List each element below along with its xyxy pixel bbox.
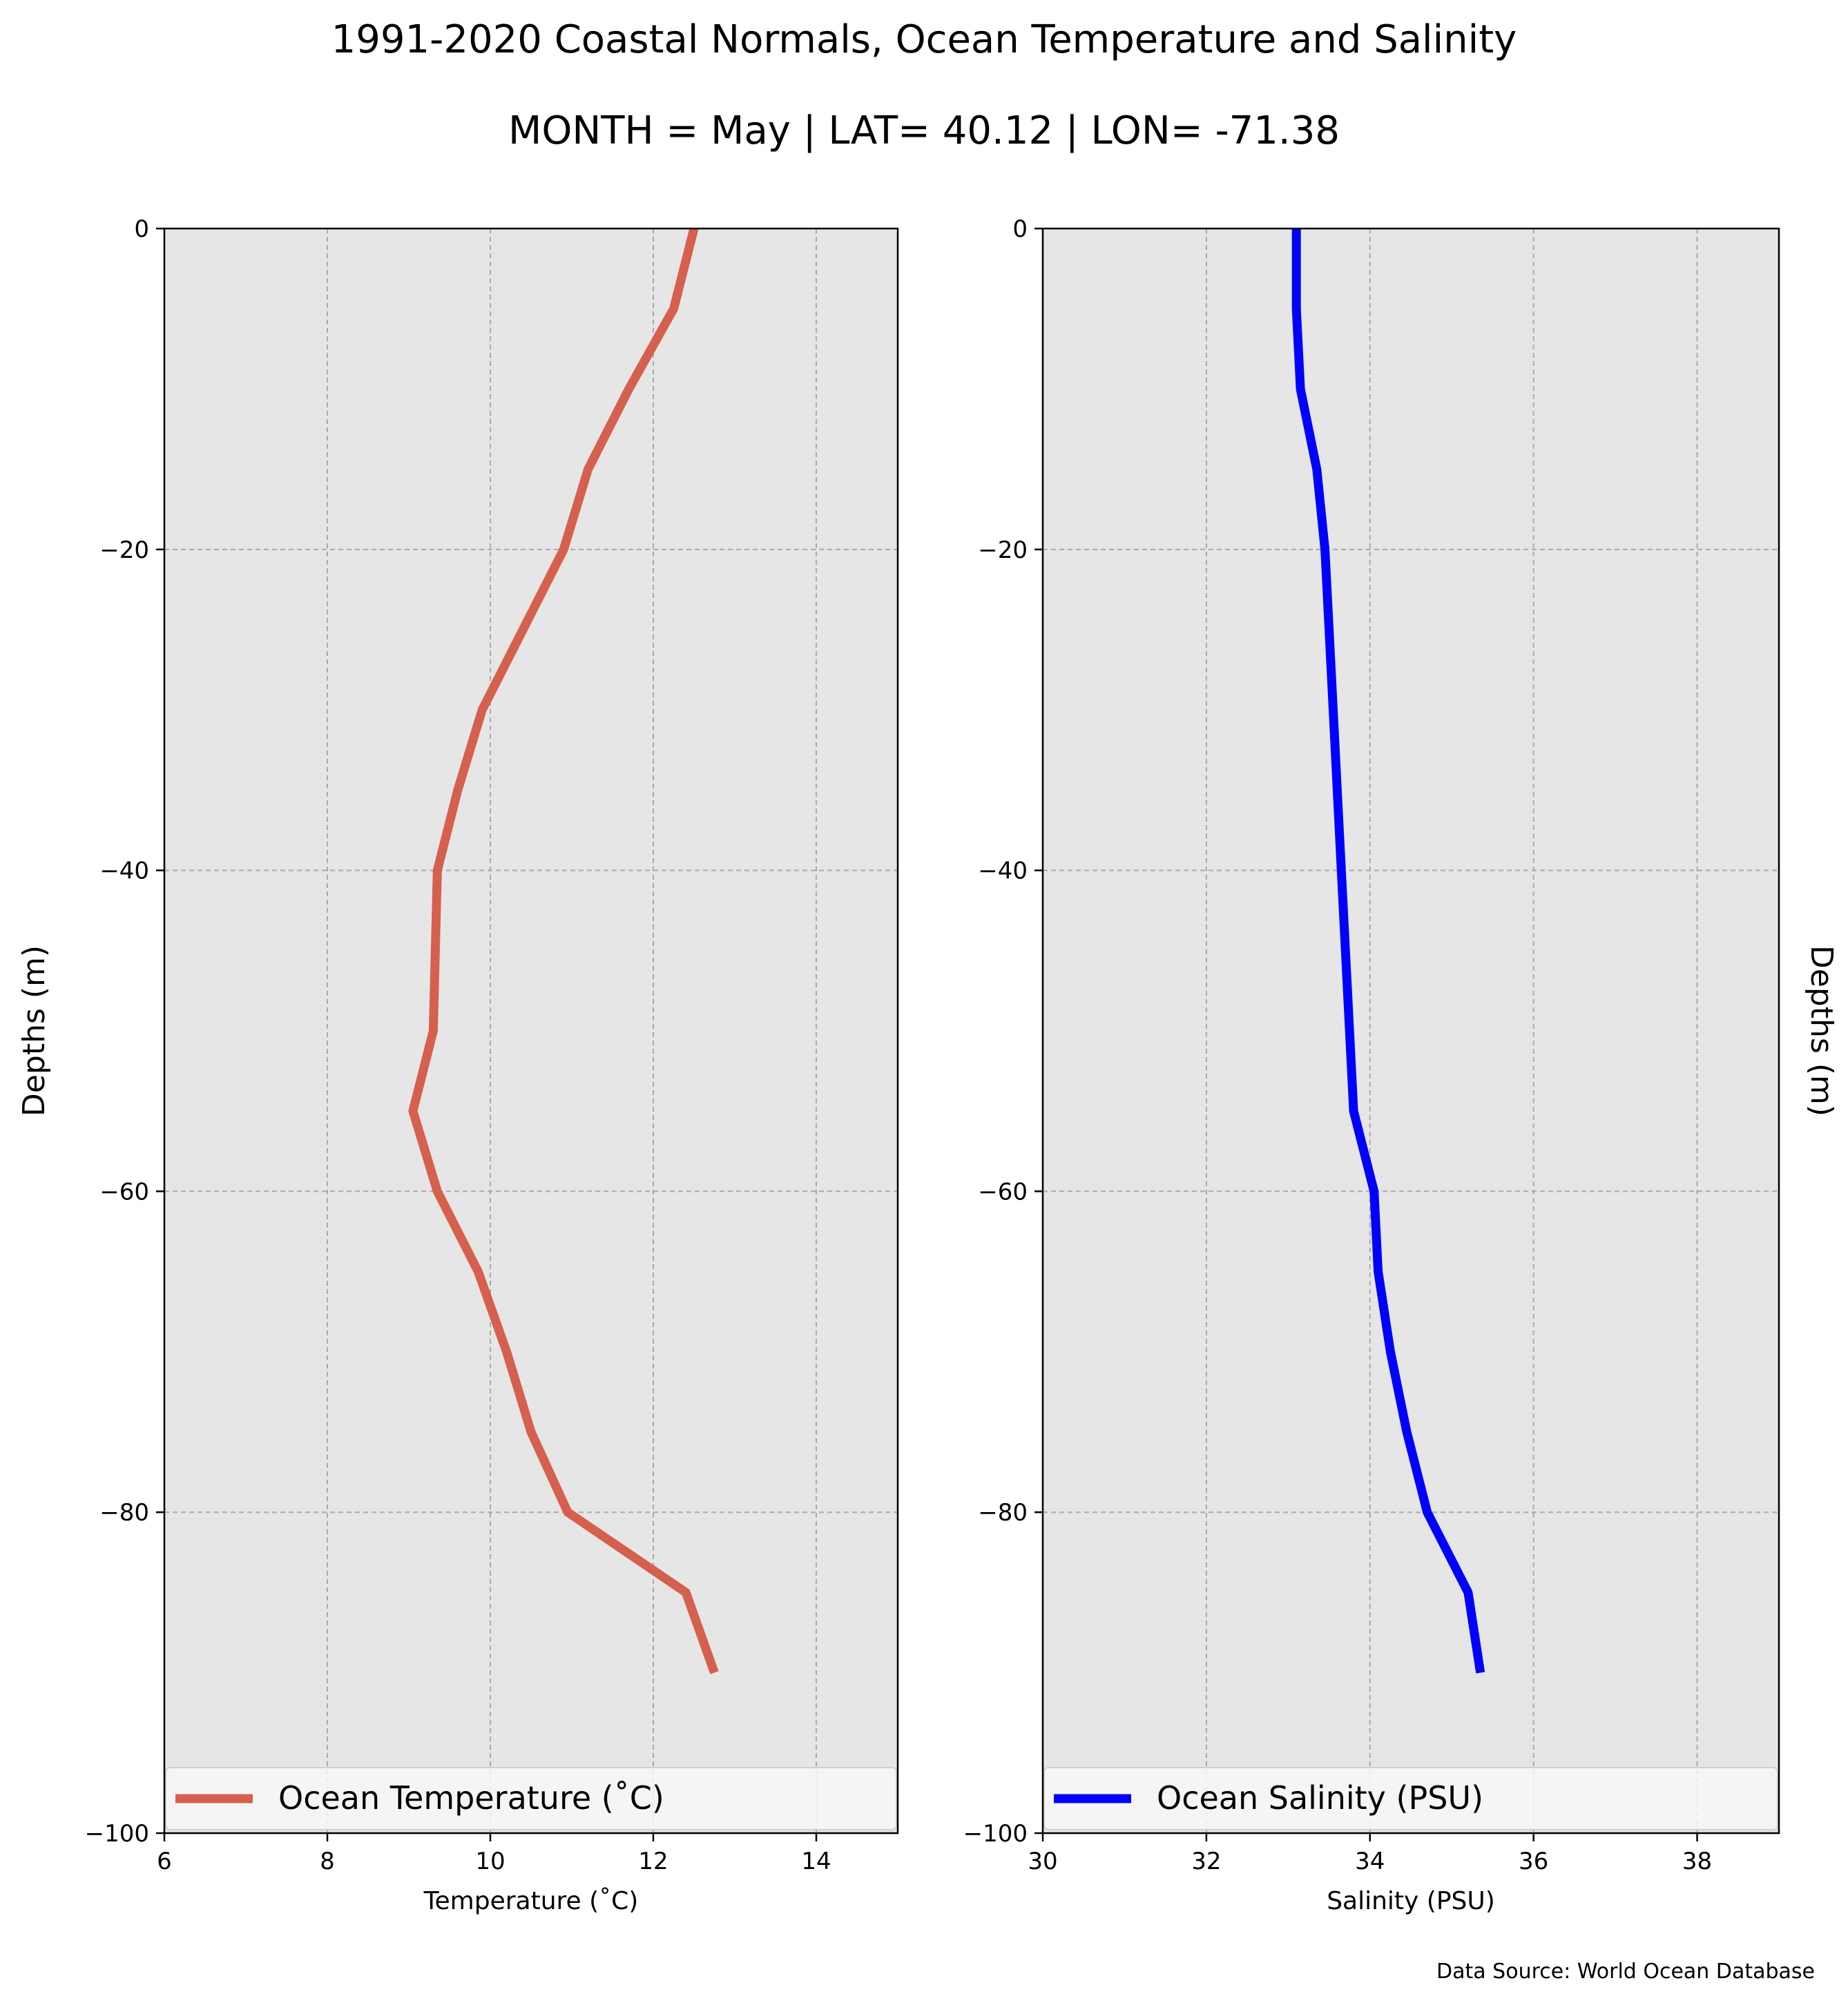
y-tick-label: −60 (99, 1178, 149, 1206)
y-axis-label: Depths (m) (1804, 945, 1839, 1116)
y-axis-label: Depths (m) (17, 945, 52, 1116)
y-tick-label: −20 (978, 536, 1028, 564)
y-tick-label: −40 (978, 858, 1028, 885)
y-tick-label: 0 (1012, 215, 1028, 243)
y-tick-label: −100 (85, 1820, 149, 1848)
legend-box (165, 1767, 897, 1830)
legend-box (1043, 1767, 1778, 1830)
x-axis-label: Temperature (˚C) (423, 1887, 639, 1915)
y-tick-label: −40 (99, 858, 149, 885)
data-source-note: Data Source: World Ocean Database (1436, 1960, 1815, 1984)
x-tick-label: 6 (157, 1848, 172, 1875)
plot-area-background (164, 229, 898, 1833)
legend-label: Ocean Temperature (˚C) (278, 1779, 664, 1817)
y-tick-label: −80 (978, 1499, 1028, 1527)
x-tick-label: 34 (1355, 1848, 1385, 1875)
x-tick-label: 38 (1682, 1848, 1712, 1875)
x-tick-label: 32 (1191, 1848, 1221, 1875)
legend-label: Ocean Salinity (PSU) (1157, 1779, 1483, 1817)
axes-frame (1041, 227, 1780, 1835)
x-axis-label: Salinity (PSU) (1327, 1887, 1495, 1915)
y-tick-label: −20 (99, 536, 149, 564)
chart-panel-temperature: Ocean Temperature (˚C) 6 8 10 12 14 0 −20 −40 −60… (17, 215, 899, 1915)
x-tick-label: 14 (801, 1848, 831, 1875)
x-tick-label: 12 (638, 1848, 668, 1875)
series-line-temperature (408, 227, 719, 1674)
x-tick-label: 8 (320, 1848, 335, 1875)
chart-panel-salinity: Ocean Salinity (PSU) 30 32 34 36 38 0 −20 −40 −60… (963, 215, 1839, 1915)
y-tick-label: −60 (978, 1178, 1028, 1206)
y-tick-label: 0 (134, 215, 149, 243)
x-tick-label: 30 (1028, 1848, 1057, 1875)
plot-area-background (1043, 229, 1779, 1833)
y-tick-label: −100 (963, 1820, 1028, 1848)
x-tick-label: 36 (1519, 1848, 1548, 1875)
chart-subtitle: MONTH = May | LAT= 40.12 | LON= -71.38 (508, 108, 1340, 153)
series-line-salinity (1291, 229, 1485, 1674)
x-tick-label: 10 (475, 1848, 505, 1875)
y-tick-label: −80 (99, 1499, 149, 1527)
chart-title: 1991-2020 Coastal Normals, Ocean Tempera… (331, 17, 1517, 62)
axes-frame (163, 227, 899, 1835)
